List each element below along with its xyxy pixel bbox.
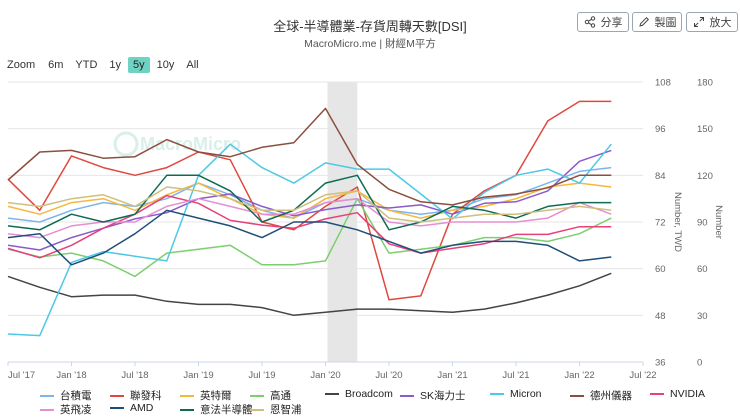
legend-label: 高通: [270, 390, 291, 402]
legend-item[interactable]: 意法半導體: [180, 402, 253, 417]
series-line-8: [7, 107, 612, 206]
series-line-13: [7, 186, 612, 223]
watermark-text: MacroMicro: [140, 134, 241, 154]
zoom-5y-button[interactable]: 5y: [128, 57, 150, 73]
legend-label: 意法半導體: [200, 404, 253, 416]
x-axis-tick-label: Jul '22: [629, 370, 656, 381]
left-axis-tick-label: 36: [655, 358, 666, 369]
legend-label: 英特爾: [200, 390, 232, 402]
right-axis-tick-label: 0: [697, 358, 702, 369]
right-axis-tick-label: 180: [697, 78, 713, 89]
legend-label: 聯發科: [130, 390, 162, 402]
zoom-1y-button[interactable]: 1y: [109, 59, 122, 71]
x-axis-tick-label: Jan '20: [310, 370, 340, 381]
x-axis-tick-label: Jul '18: [121, 370, 148, 381]
legend-item[interactable]: SK海力士: [400, 388, 466, 403]
x-axis-tick-label: Jan '22: [564, 370, 594, 381]
zoom-10y-button[interactable]: 10y: [156, 59, 175, 71]
x-axis-tick-label: Jul '17: [8, 370, 35, 381]
legend-item[interactable]: Micron: [490, 388, 542, 400]
legend-item[interactable]: 高通: [250, 388, 291, 403]
enlarge-label: 放大: [709, 17, 732, 29]
legend-swatch: [250, 408, 264, 411]
x-axis-tick-label: Jul '20: [375, 370, 402, 381]
legend-item[interactable]: 英特爾: [180, 388, 232, 403]
series-line-9: [7, 194, 612, 259]
legend-label: 德州儀器: [590, 390, 632, 402]
legend-swatch: [400, 394, 414, 397]
legend-label: Broadcom: [345, 388, 393, 400]
right-axis-tick-label: 120: [697, 171, 713, 182]
legend-swatch: [110, 394, 124, 397]
left-axis-title: Number, TWD: [672, 192, 683, 252]
zoom-6m-button[interactable]: 6m: [48, 59, 64, 71]
series-line-11: [7, 209, 612, 266]
zoom-label: Zoom: [7, 59, 36, 71]
legend-label: AMD: [130, 402, 154, 414]
left-axis-tick-label: 84: [655, 171, 666, 182]
right-axis-tick-label: 150: [697, 124, 713, 135]
share-icon: [584, 16, 595, 28]
legend-label: 恩智浦: [270, 404, 302, 416]
image-button[interactable]: 製圖: [632, 12, 682, 32]
right-axis-tick-label: 30: [697, 311, 708, 322]
legend-swatch: [490, 393, 504, 395]
legend-item[interactable]: 聯發科: [110, 388, 162, 403]
legend-item[interactable]: 德州儀器: [570, 388, 632, 403]
share-button[interactable]: 分享: [577, 12, 629, 32]
series-line-7: [7, 143, 612, 337]
right-axis-title: Number: [713, 205, 724, 239]
left-axis-tick-label: 96: [655, 124, 666, 135]
legend-swatch: [180, 408, 194, 411]
series-line-5: [7, 272, 612, 317]
chart-title: 全球-半導體業-存貨周轉天數[DSI]: [273, 19, 467, 34]
x-axis-tick-label: Jan '19: [183, 370, 213, 381]
legend-item[interactable]: 恩智浦: [250, 402, 302, 417]
left-axis-tick-label: 60: [655, 264, 666, 275]
x-axis-tick-label: Jan '18: [56, 370, 86, 381]
zoom-bar: Zoom 6m YTD 1y 5y 10y All: [7, 57, 206, 73]
chart-subtitle: MacroMicro.me | 財經M平方: [304, 38, 436, 50]
share-label: 分享: [600, 17, 623, 29]
legend-item[interactable]: Broadcom: [325, 388, 393, 400]
series-line-12: [7, 174, 612, 231]
watermark-logo: [113, 131, 139, 157]
legend-swatch: [650, 393, 664, 395]
legend-item[interactable]: AMD: [110, 402, 153, 414]
legend-swatch: [40, 408, 54, 411]
legend-item[interactable]: 英飛凌: [40, 402, 92, 417]
image-label: 製圖: [654, 17, 677, 29]
legend-swatch: [110, 407, 124, 409]
legend-swatch: [325, 393, 339, 395]
enlarge-button[interactable]: 放大: [686, 12, 738, 32]
legend-swatch: [250, 394, 264, 397]
pencil-icon: [638, 16, 649, 27]
series-line-1: [7, 166, 612, 223]
legend-item[interactable]: NVIDIA: [650, 388, 705, 400]
series-line-4: [7, 197, 612, 278]
expand-icon: [693, 17, 704, 27]
zoom-ytd-button[interactable]: YTD: [75, 59, 98, 71]
series-line-10: [7, 197, 612, 239]
legend-label: 英飛凌: [60, 404, 92, 416]
legend-label: Micron: [510, 388, 542, 400]
legend-label: SK海力士: [420, 390, 466, 402]
left-axis-tick-label: 108: [655, 78, 671, 89]
x-axis-tick-label: Jan '21: [437, 370, 467, 381]
legend-label: 台積電: [60, 390, 92, 402]
left-axis-tick-label: 48: [655, 311, 666, 322]
zoom-all-button[interactable]: All: [186, 59, 199, 71]
left-axis-tick-label: 72: [655, 218, 666, 229]
x-axis-tick-label: Jul '21: [502, 370, 529, 381]
x-axis-tick-label: Jul '19: [248, 370, 275, 381]
right-axis-tick-label: 90: [697, 218, 708, 229]
legend-item[interactable]: 台積電: [40, 388, 92, 403]
legend-swatch: [570, 394, 584, 397]
legend-label: NVIDIA: [670, 388, 706, 400]
legend-swatch: [180, 394, 194, 397]
chart-area: 36 48 60 72 84 96 108 0 30 60 90 120 150 180 Jul '17 Ja…: [7, 78, 724, 381]
right-axis-tick-label: 60: [697, 264, 708, 275]
legend-swatch: [40, 394, 54, 397]
